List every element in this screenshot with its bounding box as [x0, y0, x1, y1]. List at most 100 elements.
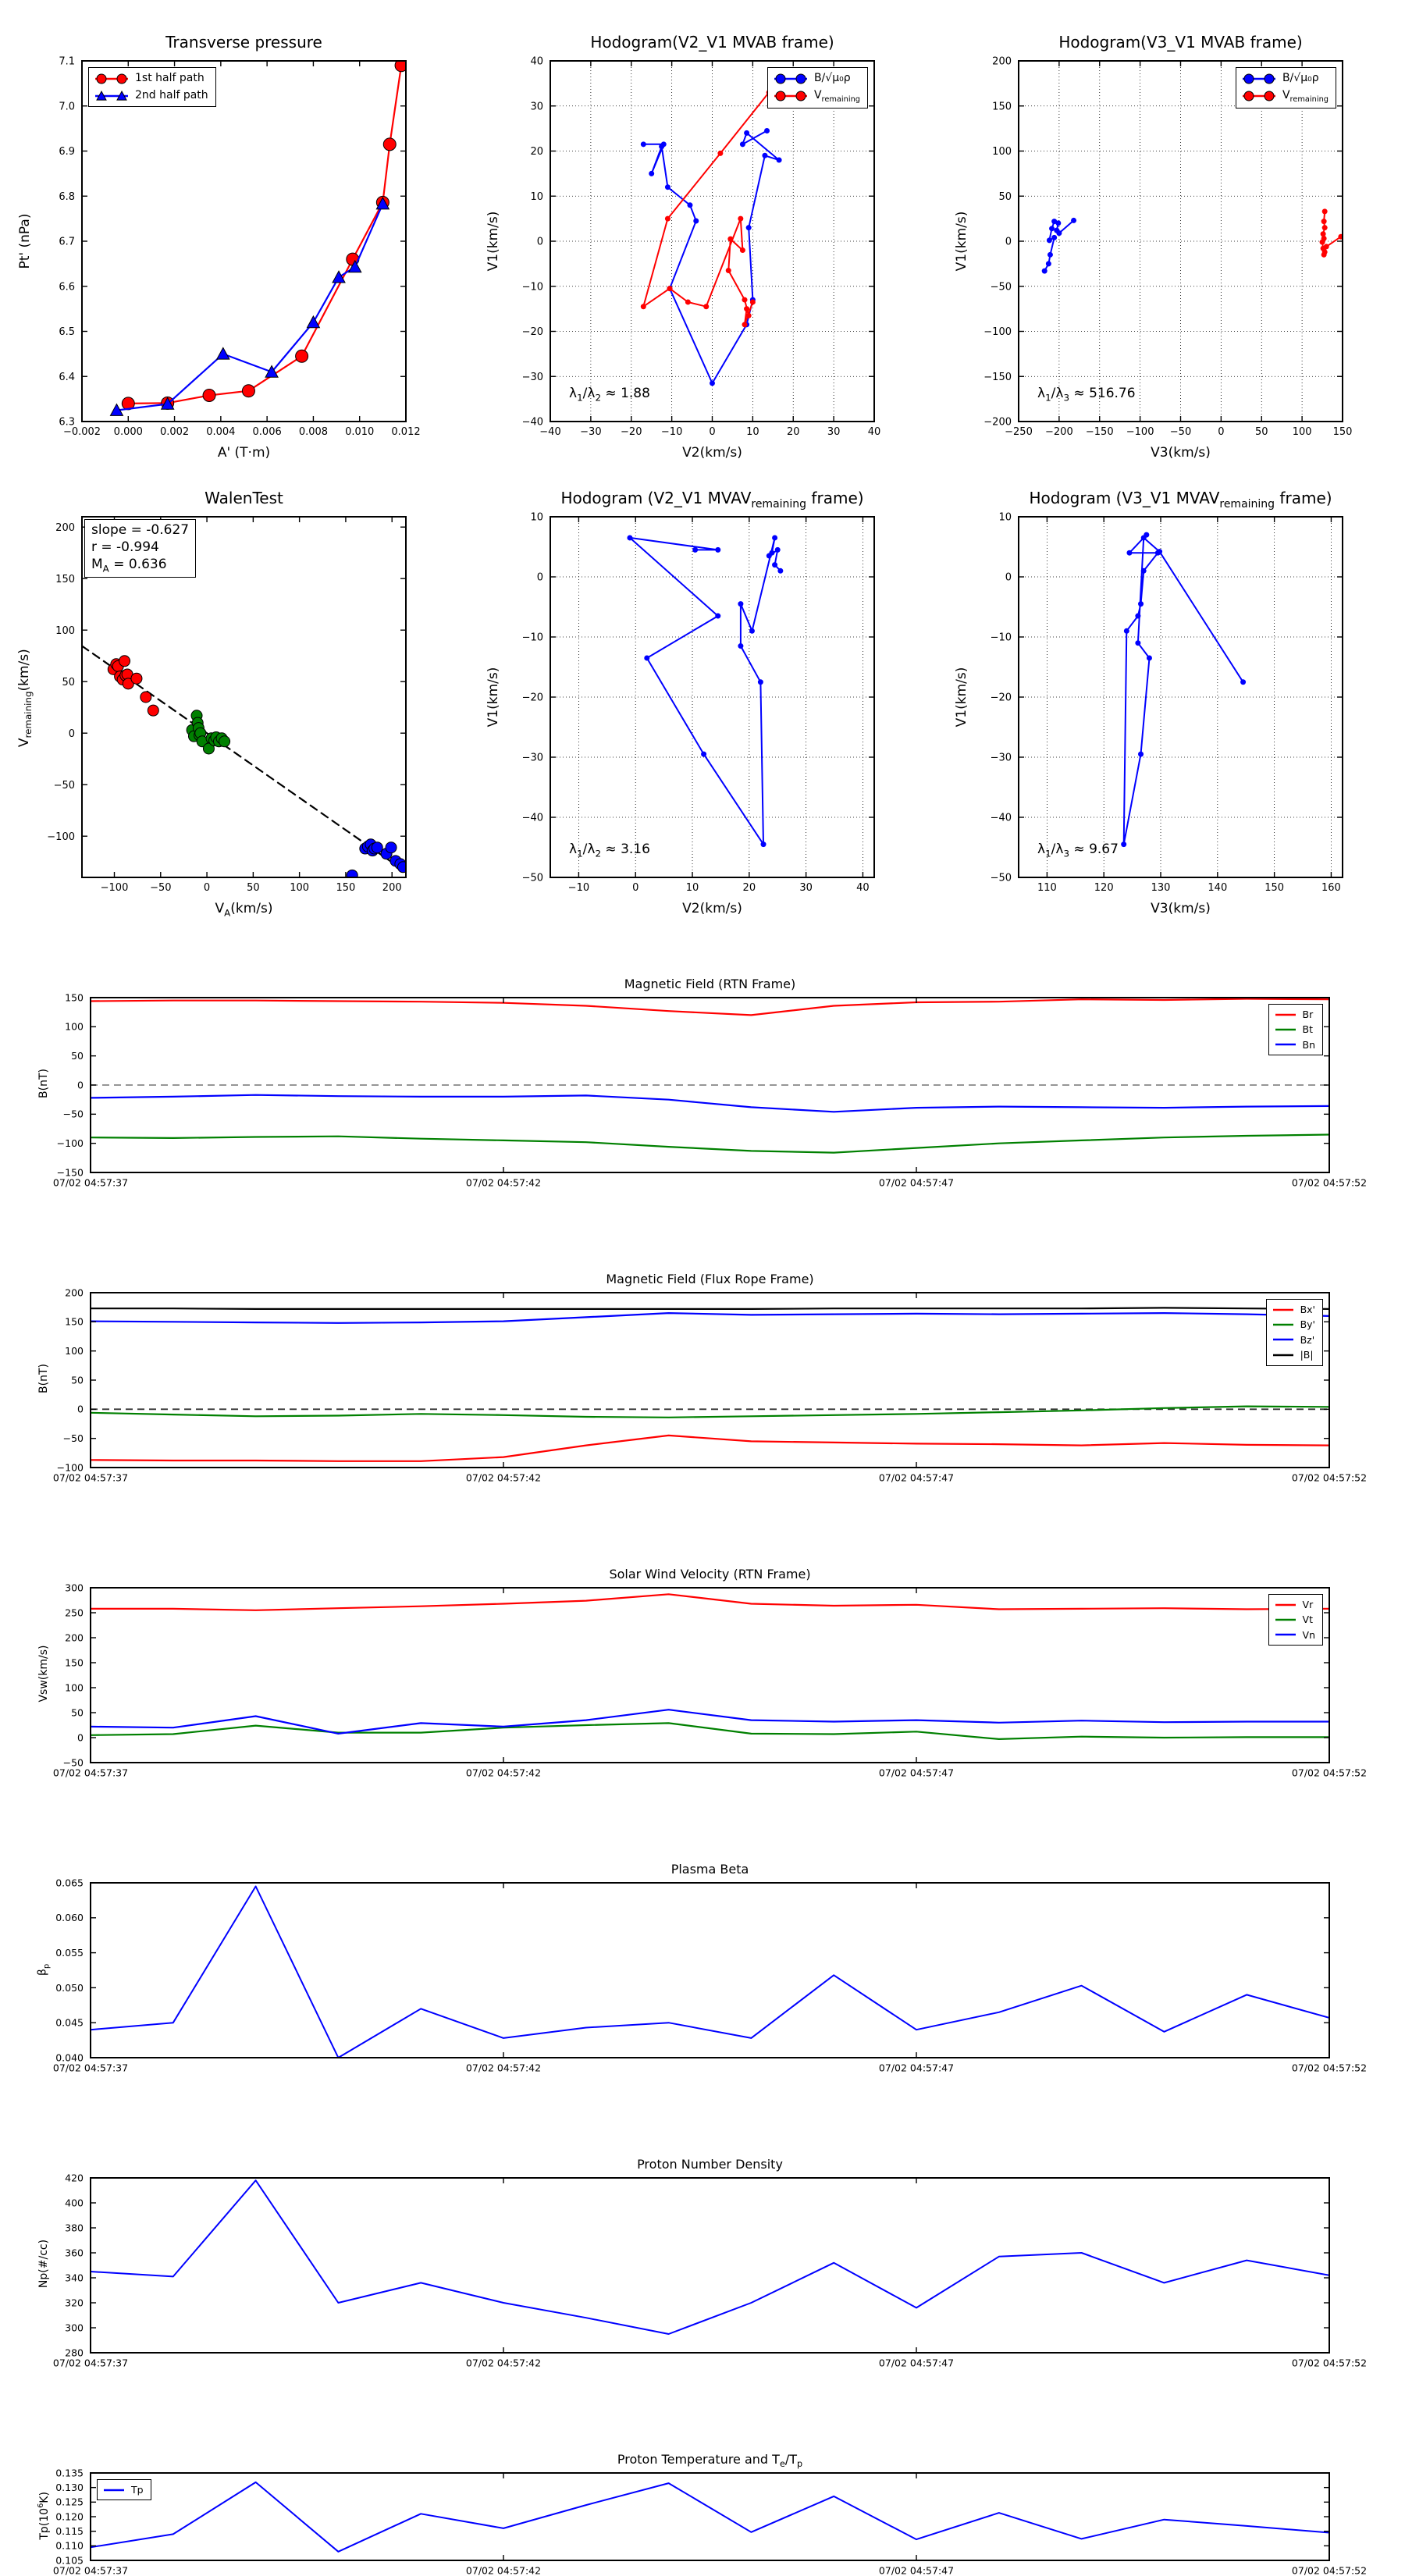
svg-text:−0.002: −0.002	[63, 426, 101, 438]
plot-hodogram-v3v1-mvav: Hodogram (V3_V1 MVAVremaining frame) 110 1…	[937, 465, 1405, 918]
svg-text:−150: −150	[1086, 426, 1114, 438]
chart-area: −40 −30 −20 −10 0 10 20 30 40 −40 −30 −20 −10 0 10 20 30…	[522, 56, 881, 438]
plot-hodogram-v2v1-mvav: Hodogram (V2_V1 MVAVremaining frame) −10 0…	[468, 465, 937, 918]
legend: Vr Vt Vn	[1268, 1594, 1323, 1646]
legend-label: B/√μ₀ρ	[1282, 72, 1319, 84]
plot-title: Solar Wind Velocity (RTN Frame)	[609, 1567, 811, 1582]
svg-text:−40: −40	[991, 813, 1012, 824]
legend-entry: Vremaining	[773, 87, 860, 105]
svg-text:−100: −100	[984, 326, 1012, 338]
svg-text:0: 0	[632, 882, 638, 894]
legend-entry: Vt	[1274, 1612, 1315, 1627]
svg-text:−30: −30	[522, 372, 543, 383]
svg-text:50: 50	[247, 882, 260, 894]
svg-text:40: 40	[856, 882, 870, 894]
plot-walen-test: WalenTest −100 −50 0 50 100 150 200 −100 −50 0 50 10…	[0, 465, 468, 918]
y-axis-label: B(nT)	[37, 1069, 50, 1098]
svg-text:150: 150	[992, 101, 1012, 112]
legend-entry: B/√μ₀ρ	[773, 70, 860, 87]
svg-text:07/02 04:57:47: 07/02 04:57:47	[879, 2062, 954, 2074]
plot-proton-number-density: Proton Number Density 07/02 04:57:37 07/02…	[0, 2154, 1405, 2450]
legend-label: Bz'	[1300, 1333, 1315, 1346]
svg-text:−50: −50	[991, 281, 1012, 293]
legend-label: Bn	[1302, 1038, 1316, 1051]
plot-title: Hodogram(V3_V1 MVAB frame)	[1058, 33, 1303, 52]
svg-text:360: 360	[65, 2247, 84, 2258]
svg-text:0.002: 0.002	[160, 426, 189, 438]
plot-transverse-pressure: Transverse pressure −0.002 0.000 0.002 0.004…	[0, 9, 468, 462]
plot-solar-wind-velocity: Solar Wind Velocity (RTN Frame) 07/02 04:…	[0, 1564, 1405, 1859]
chart-area: −100 −50 0 50 100 150 200 −100 −50 0 50 100 150 200	[47, 516, 407, 894]
legend-entry: Vremaining	[1241, 87, 1329, 105]
svg-text:07/02 04:57:52: 07/02 04:57:52	[1292, 1177, 1367, 1189]
y-axis-label: Vremaining(km/s)	[16, 649, 34, 748]
svg-text:200: 200	[382, 882, 402, 894]
chart-area: 07/02 04:57:37 07/02 04:57:42 07/02 04:57:…	[53, 1286, 1367, 1484]
legend-entry: 1st half path	[94, 70, 208, 87]
legend-swatch-circle-icon	[1242, 73, 1275, 84]
x-axis-label: A' (T·m)	[217, 445, 271, 461]
svg-text:−250: −250	[1005, 426, 1033, 438]
legend-swatch-line-icon	[1272, 1308, 1293, 1311]
eigenvalue-ratio-annotation: λ1/λ3 ≈ 9.67	[1037, 841, 1119, 859]
svg-text:160: 160	[1321, 882, 1341, 894]
svg-text:−10: −10	[522, 281, 543, 293]
legend-label: Vr	[1302, 1599, 1314, 1610]
svg-text:200: 200	[992, 56, 1012, 68]
x-axis-label: V3(km/s)	[1151, 445, 1211, 461]
eigenvalue-ratio-annotation: λ1/λ3 ≈ 516.76	[1037, 386, 1136, 404]
svg-text:6.3: 6.3	[59, 417, 75, 429]
svg-text:07/02 04:57:37: 07/02 04:57:37	[53, 1767, 128, 1779]
svg-text:−50: −50	[63, 1756, 84, 1768]
svg-text:6.6: 6.6	[59, 281, 75, 293]
plot-magnetic-field-flux-rope: Magnetic Field (Flux Rope Frame) 07/02 04…	[0, 1269, 1405, 1564]
plot-proton-temperature: Proton Temperature and Te/Tp 07/02 04:57:…	[0, 2450, 1405, 2576]
svg-text:100: 100	[992, 146, 1012, 158]
legend-entry: |B|	[1272, 1347, 1315, 1362]
svg-text:150: 150	[65, 1656, 84, 1668]
fit-stat-line: slope = -0.627	[91, 522, 190, 538]
chart-area: −250 −200 −150 −100 −50 0 50 100 150−200−150−100…	[984, 56, 1352, 438]
svg-text:150: 150	[65, 991, 84, 1003]
fit-stat-line: r = -0.994	[91, 539, 159, 556]
legend-label: 1st half path	[135, 72, 205, 84]
svg-text:−20: −20	[621, 426, 642, 438]
svg-text:6.7: 6.7	[59, 237, 75, 248]
legend-swatch-circle-icon	[774, 73, 807, 84]
svg-text:400: 400	[65, 2197, 84, 2208]
svg-text:07/02 04:57:47: 07/02 04:57:47	[879, 1472, 954, 1484]
legend-label: 2nd half path	[135, 88, 208, 101]
legend: B/√μ₀ρ Vremaining	[1235, 67, 1336, 109]
svg-text:20: 20	[787, 426, 800, 438]
x-axis-label: V3(km/s)	[1151, 901, 1211, 916]
svg-text:−50: −50	[1170, 426, 1191, 438]
svg-text:07/02 04:57:37: 07/02 04:57:37	[53, 2565, 128, 2576]
legend-label: |B|	[1300, 1349, 1314, 1361]
svg-text:0.120: 0.120	[55, 2510, 84, 2522]
svg-text:−100: −100	[57, 1461, 84, 1473]
x-axis-label: VA(km/s)	[215, 901, 273, 919]
svg-text:−40: −40	[522, 417, 543, 429]
svg-text:−50: −50	[63, 1108, 84, 1120]
legend-swatch-line-icon	[104, 2489, 124, 2491]
svg-text:10: 10	[530, 512, 543, 524]
plot-plasma-beta: Plasma Beta 07/02 04:57:37 07/02 04:57:42 0…	[0, 1859, 1405, 2154]
legend-swatch-line-icon	[1272, 1339, 1293, 1341]
y-axis-label: Tp(106K)	[37, 2492, 51, 2540]
svg-text:6.4: 6.4	[59, 372, 75, 383]
svg-text:0.050: 0.050	[55, 1982, 84, 1994]
legend-swatch-line-icon	[1275, 1013, 1296, 1016]
chart-area: 110 120 130 140 150 160 −50 −40 −30 −20 −10 0 10	[991, 512, 1343, 894]
svg-text:0: 0	[77, 1404, 84, 1415]
svg-text:100: 100	[290, 882, 309, 894]
plot-magnetic-field-rtn: Magnetic Field (RTN Frame) 07/02 04:57:37…	[0, 974, 1405, 1269]
svg-text:0: 0	[77, 1731, 84, 1743]
plot-title: Transverse pressure	[165, 33, 322, 52]
svg-text:07/02 04:57:47: 07/02 04:57:47	[879, 1767, 954, 1779]
chart-area: 07/02 04:57:37 07/02 04:57:42 07/02 04:57:…	[53, 2172, 1367, 2368]
svg-text:130: 130	[1151, 882, 1171, 894]
plot-hodogram-v3v1-mvab: Hodogram(V3_V1 MVAB frame) −250 −200 −150 −1…	[937, 9, 1405, 462]
svg-text:0.130: 0.130	[55, 2482, 84, 2493]
svg-text:07/02 04:57:42: 07/02 04:57:42	[466, 1472, 541, 1484]
svg-text:150: 150	[65, 1316, 84, 1328]
